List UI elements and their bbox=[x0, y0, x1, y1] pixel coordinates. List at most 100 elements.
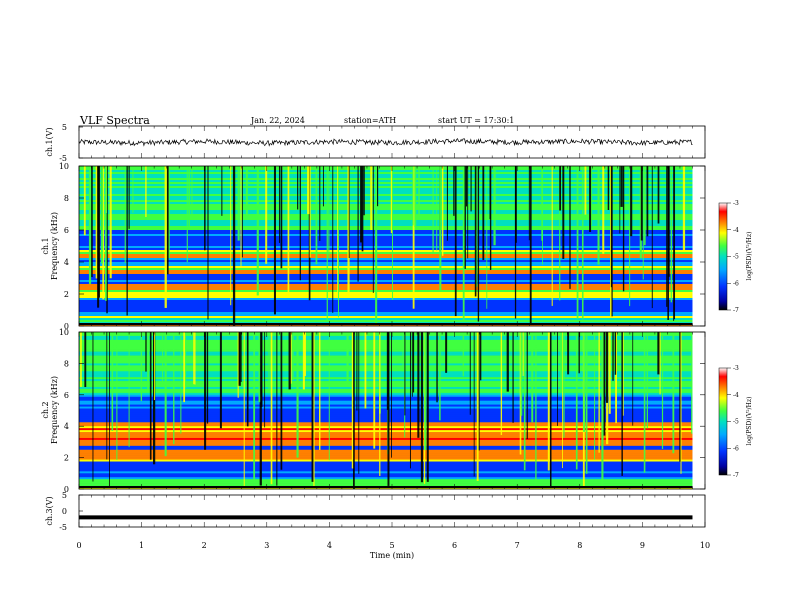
ch2-spectrogram-streak bbox=[259, 332, 262, 486]
ch1-spectrogram-band bbox=[79, 240, 693, 243]
ch1-spectrogram-streak bbox=[245, 166, 248, 215]
ch2-spectrogram-band bbox=[79, 332, 693, 335]
ch1-colorbar-tick-label: -3 bbox=[733, 200, 739, 207]
ch1-spectrogram-streak bbox=[326, 166, 328, 321]
ch1-spectrogram-band bbox=[79, 266, 693, 269]
ch2-spectrogram-band bbox=[79, 451, 693, 454]
ch2-spectrogram-band bbox=[79, 365, 693, 368]
ch2-spectrogram-band bbox=[79, 353, 693, 356]
ch1-spectrogram-ytick-label: 0 bbox=[64, 322, 69, 331]
ch2-spectrogram-streak bbox=[469, 332, 471, 415]
ch2-spectrogram-streak bbox=[402, 332, 404, 372]
ch1-spectrogram-streak bbox=[97, 166, 100, 308]
ch1-waveform-y-ticks: 5 -5 bbox=[59, 123, 83, 163]
ch1-spectrogram-band bbox=[79, 180, 693, 183]
ch1-spectrogram-ytick-label: 2 bbox=[64, 290, 69, 299]
ch1-spectrogram-streak bbox=[474, 166, 477, 297]
ch2-spectrogram-band bbox=[79, 359, 693, 362]
ch1-spectrogram-streak bbox=[372, 166, 374, 293]
x-tick-label: 6 bbox=[452, 541, 457, 550]
ch1-spectrogram-ytick-label: 4 bbox=[64, 258, 69, 267]
ch1-spectrogram-streak bbox=[584, 166, 587, 215]
ch1-spectrogram-streak bbox=[91, 166, 93, 278]
ch2-spectrogram-empty bbox=[692, 332, 705, 489]
ch1-spectrogram-streak bbox=[607, 166, 610, 211]
ch2-spectrogram-streak bbox=[80, 332, 82, 387]
ch2-spectrogram-streak bbox=[605, 332, 609, 403]
ch2-spectrogram-streak bbox=[237, 332, 239, 398]
ch2-spectrogram-streak bbox=[603, 332, 606, 436]
ch1-spectrogram-empty bbox=[692, 166, 705, 326]
ch1-colorbar-tick-label: -4 bbox=[733, 227, 739, 234]
ch1-spectrogram-streak bbox=[646, 166, 649, 237]
ch2-spectrogram-streak bbox=[672, 332, 675, 454]
ch1-spectrogram-band bbox=[79, 314, 693, 317]
ch2-spectrogram-channel-label: ch.2 bbox=[41, 401, 50, 418]
ch2-spectrogram-band bbox=[79, 396, 693, 400]
ch1-spectrogram-streak bbox=[83, 166, 86, 236]
ch1-spectrogram-streak bbox=[124, 166, 126, 264]
ch2-spectrogram-streak bbox=[439, 332, 441, 421]
ch1-spectrogram-band bbox=[79, 292, 693, 295]
ch2-spectrogram-band bbox=[79, 381, 693, 384]
ch3-waveform-panel: 5 0 -5 ch.3(V) bbox=[45, 491, 706, 532]
ch1-waveform-trace bbox=[78, 137, 693, 147]
ch2-spectrogram-band bbox=[79, 473, 693, 476]
ch1-spectrogram-streak bbox=[528, 166, 530, 241]
ch2-spectrogram-streak bbox=[358, 332, 360, 474]
ch2-spectrogram-streak bbox=[679, 332, 681, 462]
ch1-spectrogram-band bbox=[79, 184, 693, 187]
ch2-spectrogram-band bbox=[79, 412, 693, 415]
ch2-spectrogram-band bbox=[79, 408, 693, 411]
ch1-spectrogram-streak bbox=[307, 166, 310, 215]
ch1-spectrogram-streak bbox=[207, 166, 209, 320]
ch1-spectrogram-band bbox=[79, 306, 693, 309]
ch1-spectrogram-streak bbox=[414, 166, 417, 227]
ch1-spectrogram-band bbox=[79, 300, 693, 303]
ch1-spectrogram-streak bbox=[622, 166, 625, 292]
ch1-spectrogram-ylabel: Frequency (kHz) bbox=[50, 212, 59, 280]
ch2-spectrogram-streak bbox=[386, 332, 389, 410]
ch2-spectrogram-streak bbox=[180, 332, 182, 434]
figure-title: VLF Spectra bbox=[79, 114, 150, 127]
ch1-spectrogram-band bbox=[79, 262, 693, 265]
ch1-spectrogram-ytick-label: 6 bbox=[64, 226, 69, 235]
ch1-spectrogram-streak bbox=[453, 166, 455, 216]
ch2-spectrogram-band bbox=[79, 471, 693, 474]
ch1-spectrogram-streak bbox=[273, 166, 276, 315]
ch2-spectrogram-streak bbox=[391, 332, 393, 458]
ch2-spectrogram-band bbox=[79, 371, 693, 374]
ch1-spectrogram-band bbox=[79, 198, 693, 201]
ch1-spectrogram-streak bbox=[515, 166, 517, 243]
ch2-spectrogram-panel: 0 2 4 6 8 10 ch.2 Frequency (kHz) bbox=[41, 328, 706, 494]
ch1-spectrogram-streak bbox=[100, 166, 104, 264]
ch1-spectrogram-streak bbox=[493, 166, 496, 246]
ch2-spectrogram-band bbox=[79, 384, 693, 388]
ch2-spectrogram-streak bbox=[194, 332, 196, 385]
ch1-spectrogram-streak bbox=[462, 166, 465, 322]
start-ut-label: start UT = 17:30:1 bbox=[438, 116, 514, 125]
ch1-spectrogram-band bbox=[79, 202, 693, 205]
ch1-spectrogram-streak bbox=[128, 166, 130, 229]
ch1-spectrogram-band bbox=[79, 312, 693, 315]
ch1-spectrogram-band bbox=[79, 166, 693, 169]
ch1-spectrogram-band bbox=[79, 302, 693, 305]
ch1-spectrogram-streak bbox=[602, 166, 605, 254]
ch1-spectrogram-streak bbox=[569, 166, 571, 289]
ch1-spectrogram-band bbox=[79, 244, 693, 247]
ch1-spectrogram-band bbox=[79, 294, 693, 297]
ch1-colorbar-tick-label: -6 bbox=[733, 280, 739, 287]
ch2-spectrogram-streak bbox=[280, 332, 283, 470]
ch1-spectrogram-streak bbox=[673, 166, 676, 320]
ch1-spectrogram-streak bbox=[237, 166, 240, 241]
ch2-spectrogram-streak bbox=[204, 332, 207, 450]
ch1-spectrogram-band bbox=[79, 264, 693, 267]
ch2-spectrogram-band bbox=[79, 379, 693, 382]
ch2-spectrogram-streak bbox=[520, 332, 523, 416]
ch2-spectrogram-streak bbox=[614, 332, 617, 375]
ch2-spectrogram-streak bbox=[108, 332, 110, 488]
ch2-spectrogram-streak bbox=[426, 332, 429, 482]
ch1-spectrogram-streak bbox=[640, 166, 643, 241]
ch2-spectrogram-band bbox=[79, 424, 693, 427]
